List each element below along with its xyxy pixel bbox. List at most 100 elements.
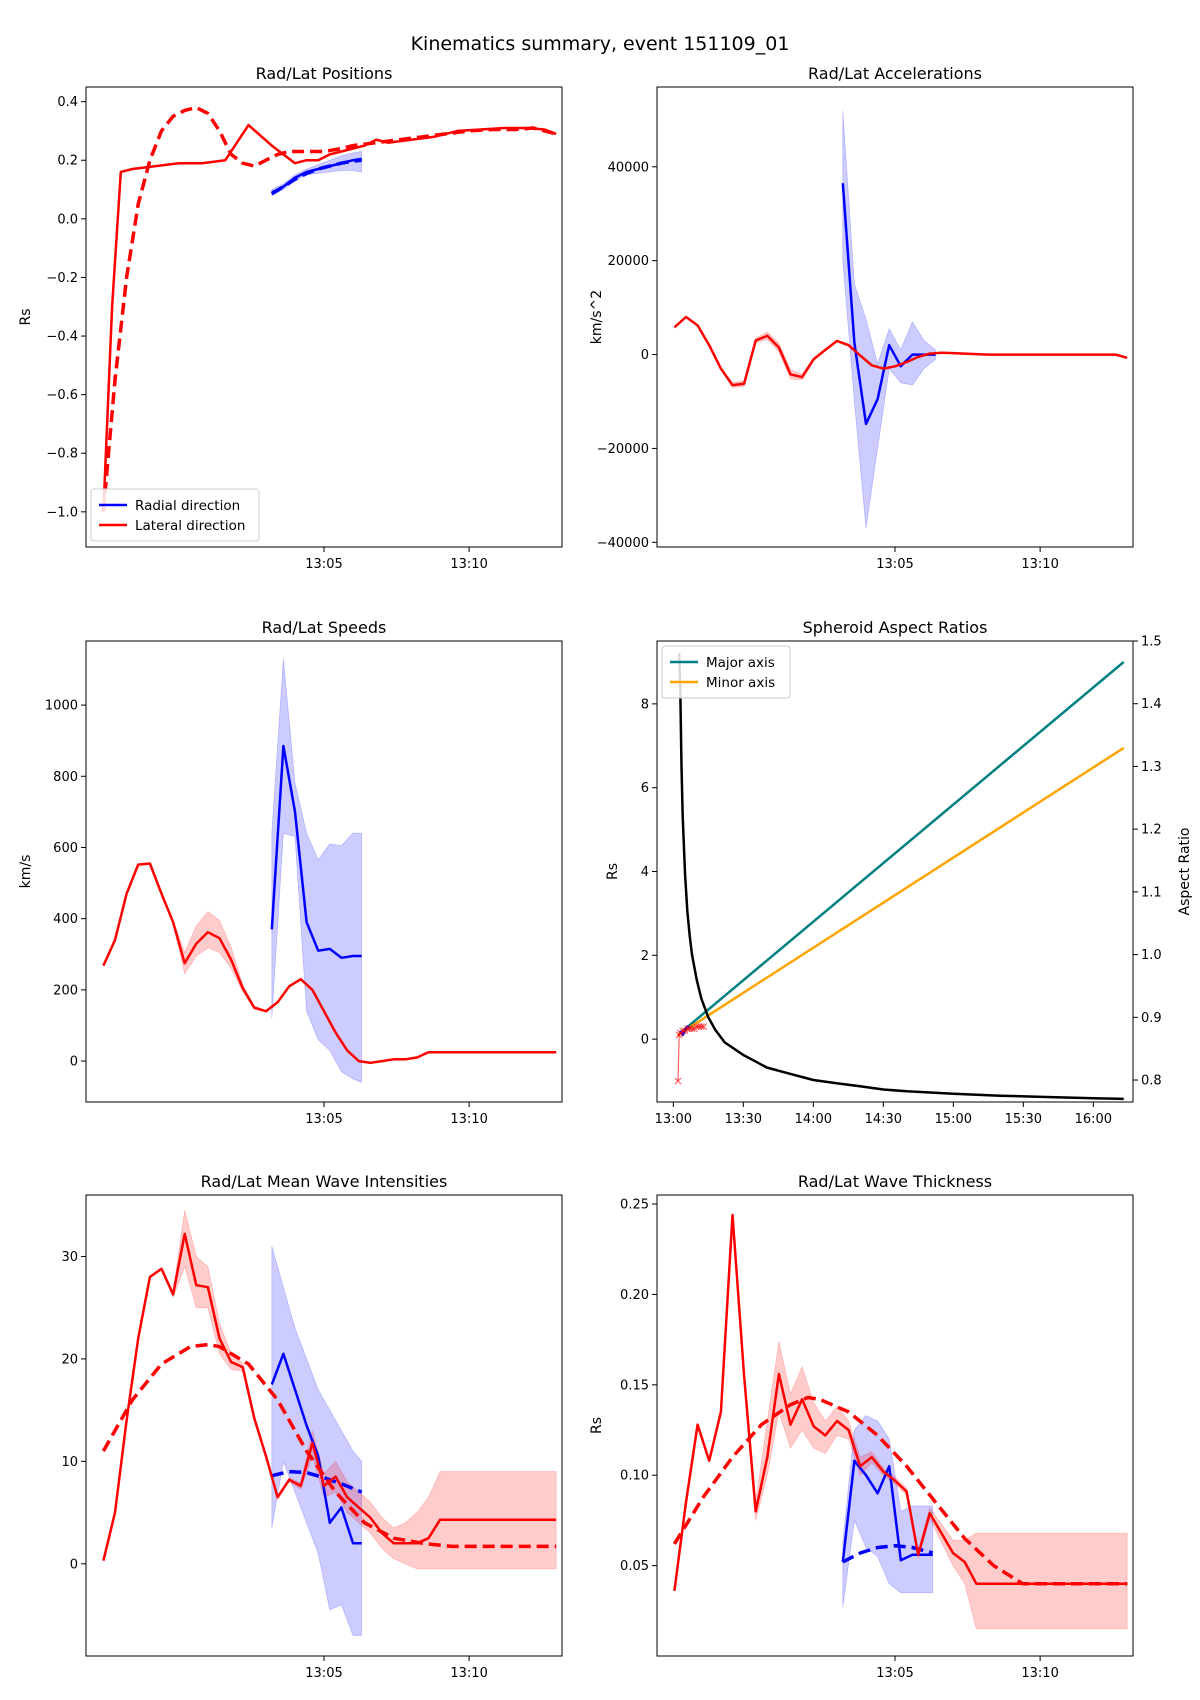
x-tick-label: 13:05 [876, 1666, 913, 1681]
uncertainty-band [674, 1214, 1128, 1630]
y-axis-label: Rs [18, 308, 34, 325]
y-tick-label: 0 [641, 1033, 649, 1048]
x-tick-label: 13:00 [655, 1112, 692, 1127]
y-tick-label: 0 [70, 1557, 78, 1572]
y2-axis-label: Aspect Ratio [1177, 828, 1193, 916]
series-line-radial [270, 1352, 362, 1545]
figure-suptitle: Kinematics summary, event 151109_01 [411, 33, 790, 55]
y-tick-label: 0.2 [57, 154, 78, 169]
x-tick-label: 15:30 [1005, 1112, 1042, 1127]
plot-area [101, 105, 557, 512]
series-line-lateral [102, 862, 557, 1065]
axes-frame [85, 1194, 563, 1657]
y-tick-label: −40000 [597, 536, 649, 551]
x-tick-label: 13:05 [305, 557, 342, 572]
y-axis-label: Rs [605, 863, 621, 880]
chart-title: Rad/Lat Accelerations [808, 64, 982, 83]
y-tick-label: 600 [53, 841, 78, 856]
plot-area [672, 1213, 1128, 1630]
chart-title: Rad/Lat Mean Wave Intensities [201, 1172, 448, 1191]
y2-tick-label: 1.0 [1141, 948, 1162, 963]
y-tick-label: 40000 [608, 160, 649, 175]
y-tick-label: −0.2 [46, 271, 78, 286]
y-tick-label: 1000 [45, 699, 78, 714]
fit-line-radial [271, 1469, 363, 1494]
uncertainty-band [271, 1246, 363, 1636]
x-tick-label: 13:05 [305, 1112, 342, 1127]
y2-tick-label: 1.1 [1141, 885, 1162, 900]
chart-speeds: Rad/Lat Speeds km/s 13:05 13:10 0 200 400 600 80… [18, 618, 563, 1127]
series-line-major [677, 661, 1125, 1036]
legend-label: Major axis [706, 655, 775, 671]
chart-aspect: Spheroid Aspect Ratios Rs Aspect Ratio 13:0… [605, 618, 1193, 1127]
y-tick-label: 0.15 [620, 1378, 649, 1393]
legend: Radial direction Lateral direction [90, 488, 260, 542]
y-tick-label: −20000 [597, 442, 649, 457]
y-tick-label: 30 [61, 1250, 78, 1265]
x-tick-label: 14:00 [795, 1112, 832, 1127]
y-axis-label: km/s^2 [589, 290, 605, 344]
y-tick-label: −0.4 [46, 330, 78, 345]
y-tick-label: 0.4 [57, 95, 78, 110]
y-tick-label: 400 [53, 912, 78, 927]
y-tick-label: 0 [70, 1055, 78, 1070]
y2-tick-label: 0.8 [1141, 1074, 1162, 1089]
x-marker [679, 1027, 687, 1035]
chart-title: Rad/Lat Positions [256, 64, 393, 83]
y-tick-label: 20 [61, 1352, 78, 1367]
x-marker [700, 1023, 708, 1030]
y-tick-label: 0.10 [620, 1469, 649, 1484]
x-tick-label: 13:30 [725, 1112, 762, 1127]
x-tick-label: 13:10 [1021, 557, 1058, 572]
y-tick-label: 0.25 [620, 1198, 649, 1213]
legend-label: Minor axis [706, 675, 775, 691]
y-tick-label: 0.05 [620, 1559, 649, 1574]
plot-area [674, 653, 1125, 1101]
y-tick-label: 200 [53, 983, 78, 998]
x-marker [697, 1023, 705, 1030]
y-axis-label: km/s [18, 855, 34, 889]
plot-area [102, 658, 557, 1083]
axes-frame [85, 640, 563, 1103]
plot-area [101, 1210, 557, 1636]
y-tick-label: 8 [641, 697, 649, 712]
fit-line-lateral [101, 105, 557, 512]
y2-tick-label: 1.3 [1141, 760, 1162, 775]
y-tick-label: 0 [641, 348, 649, 363]
y2-tick-label: 1.2 [1141, 823, 1162, 838]
series-line-radial [841, 183, 936, 426]
y-tick-label: −1.0 [46, 505, 78, 520]
chart-positions: Rad/Lat Positions Rs 13:05 13:10 −1.0 −0.8 −0.… [18, 64, 563, 572]
y2-tick-label: 1.5 [1141, 635, 1162, 650]
chart-title: Rad/Lat Wave Thickness [798, 1172, 992, 1191]
y-tick-label: −0.6 [46, 388, 78, 403]
chart-title: Rad/Lat Speeds [262, 618, 387, 637]
legend-box [661, 645, 791, 699]
y-tick-label: 6 [641, 781, 649, 796]
chart-title: Spheroid Aspect Ratios [803, 618, 988, 637]
chart-thickness: Rad/Lat Wave Thickness Rs 13:05 13:10 0.05 0.… [589, 1172, 1134, 1681]
x-tick-label: 13:10 [450, 557, 487, 572]
axes-frame [656, 1194, 1134, 1657]
y-tick-label: 2 [641, 949, 649, 964]
y-tick-label: 4 [641, 865, 649, 880]
y2-tick-label: 1.4 [1141, 697, 1162, 712]
series-line-radial [270, 744, 362, 960]
x-tick-label: 14:30 [865, 1112, 902, 1127]
x-marker [674, 1077, 682, 1085]
x-tick-label: 13:10 [450, 1666, 487, 1681]
series-line-radial [841, 1459, 933, 1563]
panels: Rad/Lat Positions Rs 13:05 13:10 −1.0 −0.8 −0.… [18, 64, 1193, 1681]
series-line-lateral [102, 123, 557, 512]
series-line-lateral [673, 1213, 1128, 1592]
y-axis-label: Rs [589, 1417, 605, 1434]
series-line-ratio [677, 653, 1124, 1101]
axes-frame [85, 86, 563, 548]
y-tick-label: 20000 [608, 254, 649, 269]
x-tick-label: 15:00 [935, 1112, 972, 1127]
y-tick-label: −0.8 [46, 447, 78, 462]
y-tick-label: 800 [53, 770, 78, 785]
legend-label: Lateral direction [135, 518, 245, 534]
